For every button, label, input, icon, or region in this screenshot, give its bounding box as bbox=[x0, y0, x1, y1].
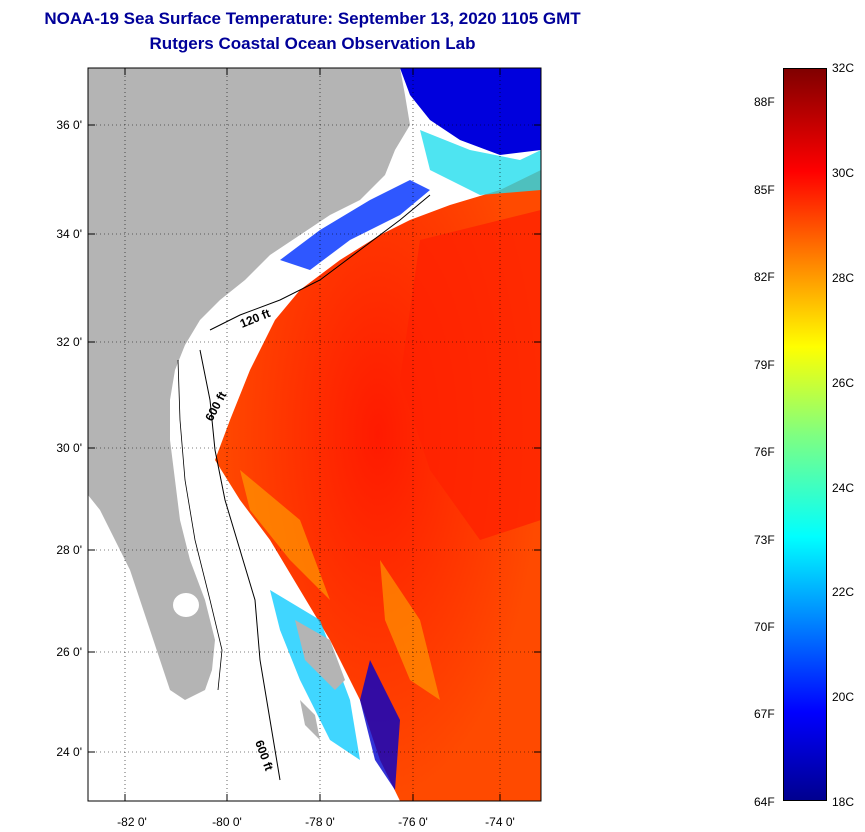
cool-water-band bbox=[270, 590, 360, 760]
lat-label: 24 0' bbox=[56, 745, 82, 759]
lake bbox=[173, 593, 199, 617]
bahamas-island-2 bbox=[300, 700, 320, 740]
lat-label: 30 0' bbox=[56, 441, 82, 455]
colorbar-fahrenheit-label: 79F bbox=[754, 358, 775, 372]
lat-label: 32 0' bbox=[56, 335, 82, 349]
lon-label: -74 0' bbox=[485, 815, 515, 829]
map-subtitle: Rutgers Coastal Ocean Observation Lab bbox=[149, 34, 476, 53]
hot-water-patch bbox=[400, 210, 541, 540]
lat-label: 28 0' bbox=[56, 543, 82, 557]
cold-water-north bbox=[400, 68, 541, 155]
colorbar-celsius-label: 22C bbox=[832, 585, 855, 599]
land-mass bbox=[88, 68, 410, 700]
lon-label: -82 0' bbox=[117, 815, 147, 829]
colorbar-celsius-label: 18C bbox=[832, 795, 855, 809]
moderate-water-band-2 bbox=[380, 560, 440, 700]
colorbar-fahrenheit-label: 70F bbox=[754, 620, 775, 634]
bahamas-island bbox=[295, 620, 345, 690]
colorbar-celsius-label: 26C bbox=[832, 376, 855, 390]
cold-coastal-band bbox=[280, 180, 430, 270]
colorbar-celsius-label: 32C bbox=[832, 61, 855, 75]
colorbar-fahrenheit-label: 76F bbox=[754, 445, 775, 459]
contour-coastal bbox=[177, 359, 223, 691]
colorbar-fahrenheit-label: 88F bbox=[754, 95, 775, 109]
lon-label: -78 0' bbox=[305, 815, 335, 829]
cool-water-north bbox=[420, 130, 541, 195]
colorbar-celsius-label: 28C bbox=[832, 271, 855, 285]
axis-ticks bbox=[88, 68, 541, 801]
lon-label: -80 0' bbox=[212, 815, 242, 829]
colorbar-celsius-label: 30C bbox=[832, 166, 855, 180]
colorbar-fahrenheit-label: 67F bbox=[754, 707, 775, 721]
moderate-water-band bbox=[240, 470, 330, 600]
map-frame bbox=[87, 67, 542, 802]
temperature-colorbar bbox=[783, 68, 827, 801]
lat-label: 34 0' bbox=[56, 227, 82, 241]
colorbar-celsius-label: 24C bbox=[832, 481, 855, 495]
colorbar-fahrenheit-label: 82F bbox=[754, 270, 775, 284]
lat-label: 36 0' bbox=[56, 118, 82, 132]
cold-water-band bbox=[360, 660, 400, 790]
lon-label: -76 0' bbox=[398, 815, 428, 829]
colorbar-celsius-label: 20C bbox=[832, 690, 855, 704]
colorbar-fahrenheit-label: 73F bbox=[754, 533, 775, 547]
colorbar-fahrenheit-label: 85F bbox=[754, 183, 775, 197]
map-title: NOAA-19 Sea Surface Temperature: Septemb… bbox=[44, 9, 581, 28]
colorbar-fahrenheit-label: 64F bbox=[754, 795, 775, 809]
lat-label: 26 0' bbox=[56, 645, 82, 659]
